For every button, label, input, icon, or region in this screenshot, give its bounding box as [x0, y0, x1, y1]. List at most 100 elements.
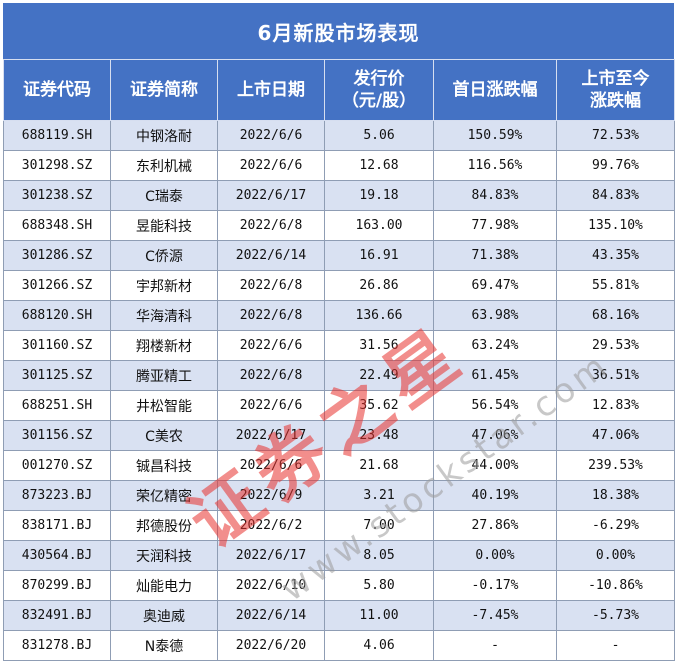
cell-issue-price: 7.00	[324, 510, 434, 541]
cell-first-day-change: 56.54%	[433, 390, 557, 421]
cell-issue-price: 21.68	[324, 450, 434, 481]
cell-name: 宇邦新材	[110, 270, 218, 301]
cell-change-since-listing: 43.35%	[556, 240, 675, 271]
col-header-change-since-listing: 上市至今 涨跌幅	[556, 59, 675, 121]
cell-change-since-listing: 99.76%	[556, 150, 675, 181]
cell-first-day-change: 27.86%	[433, 510, 557, 541]
cell-code: 831278.BJ	[3, 630, 111, 661]
cell-listing-date: 2022/6/20	[217, 630, 325, 661]
cell-listing-date: 2022/6/17	[217, 180, 325, 211]
cell-issue-price: 12.68	[324, 150, 434, 181]
cell-code: 301156.SZ	[3, 420, 111, 451]
col-header-listing-date: 上市日期	[217, 59, 325, 121]
cell-change-since-listing: 12.83%	[556, 390, 675, 421]
cell-issue-price: 35.62	[324, 390, 434, 421]
table-row: 831278.BJ N泰德 2022/6/20 4.06- -	[3, 630, 675, 661]
cell-code: 301160.SZ	[3, 330, 111, 361]
table-row: 873223.BJ 荣亿精密 2022/6/9 3.21 40.19% 18.38%	[3, 480, 675, 511]
cell-first-day-change: -0.17%	[433, 570, 557, 601]
cell-issue-price: 26.86	[324, 270, 434, 301]
cell-issue-price: 5.06	[324, 120, 434, 151]
cell-code: 430564.BJ	[3, 540, 111, 571]
cell-issue-price: 5.80	[324, 570, 434, 601]
cell-issue-price: 11.00	[324, 600, 434, 631]
cell-name: 昱能科技	[110, 210, 218, 241]
ipo-performance-table: 证券代码 证券简称 上市日期 发行价 （元/股） 首日涨跌幅 上市至今 涨跌幅 …	[3, 59, 675, 661]
cell-name: 中钢洛耐	[110, 120, 218, 151]
table-row: 870299.BJ 灿能电力 2022/6/10 5.80 -0.17% -10.86%	[3, 570, 675, 601]
table-row: 832491.BJ 奥迪威 2022/6/14 11.00 -7.45% -5.73%	[3, 600, 675, 631]
cell-change-since-listing: -10.86%	[556, 570, 675, 601]
table-row: 301160.SZ 翔楼新材 2022/6/6 31.56 63.24% 29.53%	[3, 330, 675, 361]
cell-change-since-listing: 0.00%	[556, 540, 675, 571]
cell-issue-price: 19.18	[324, 180, 434, 211]
cell-code: 688119.SH	[3, 120, 111, 151]
cell-code: 832491.BJ	[3, 600, 111, 631]
table-row: 301286.SZ C侨源 2022/6/14 16.91 71.38% 43.35%	[3, 240, 675, 271]
cell-code: 688251.SH	[3, 390, 111, 421]
cell-first-day-change: 47.06%	[433, 420, 557, 451]
cell-listing-date: 2022/6/6	[217, 330, 325, 361]
col-header-code: 证券代码	[3, 59, 111, 121]
cell-listing-date: 2022/6/2	[217, 510, 325, 541]
cell-issue-price: 22.49	[324, 360, 434, 391]
cell-listing-date: 2022/6/6	[217, 150, 325, 181]
cell-listing-date: 2022/6/8	[217, 360, 325, 391]
cell-code: 301125.SZ	[3, 360, 111, 391]
cell-issue-price: 23.48	[324, 420, 434, 451]
cell-first-day-change: -	[433, 630, 557, 661]
table-row: 838171.BJ 邦德股份 2022/6/2 7.00 27.86% -6.29%	[3, 510, 675, 541]
table-title: 6月新股市场表现	[3, 3, 674, 59]
cell-code: 688120.SH	[3, 300, 111, 331]
cell-issue-price: 8.05	[324, 540, 434, 571]
cell-code: 301298.SZ	[3, 150, 111, 181]
cell-name: 奥迪威	[110, 600, 218, 631]
cell-change-since-listing: 84.83%	[556, 180, 675, 211]
cell-name: 天润科技	[110, 540, 218, 571]
cell-listing-date: 2022/6/6	[217, 120, 325, 151]
cell-listing-date: 2022/6/17	[217, 420, 325, 451]
cell-listing-date: 2022/6/8	[217, 270, 325, 301]
table-row: 688251.SH 井松智能 2022/6/6 35.62 56.54% 12.83%	[3, 390, 675, 421]
cell-first-day-change: 150.59%	[433, 120, 557, 151]
table-row: 688348.SH 昱能科技 2022/6/8 163.00 77.98% 135.10%	[3, 210, 675, 241]
cell-issue-price: 4.06	[324, 630, 434, 661]
cell-listing-date: 2022/6/6	[217, 450, 325, 481]
cell-change-since-listing: 239.53%	[556, 450, 675, 481]
cell-name: 华海清科	[110, 300, 218, 331]
cell-listing-date: 2022/6/14	[217, 240, 325, 271]
cell-name: 铖昌科技	[110, 450, 218, 481]
table-row: 301238.SZ C瑞泰 2022/6/17 19.18 84.83% 84.83%	[3, 180, 675, 211]
table-row: 001270.SZ 铖昌科技 2022/6/6 21.68 44.00% 239.53%	[3, 450, 675, 481]
cell-listing-date: 2022/6/14	[217, 600, 325, 631]
cell-first-day-change: 77.98%	[433, 210, 557, 241]
cell-first-day-change: 63.24%	[433, 330, 557, 361]
cell-name: 腾亚精工	[110, 360, 218, 391]
cell-code: 873223.BJ	[3, 480, 111, 511]
cell-name: 翔楼新材	[110, 330, 218, 361]
cell-first-day-change: 71.38%	[433, 240, 557, 271]
table-row: 301298.SZ 东利机械 2022/6/6 12.68 116.56% 99.76%	[3, 150, 675, 181]
cell-name: C侨源	[110, 240, 218, 271]
cell-code: 301266.SZ	[3, 270, 111, 301]
cell-code: 870299.BJ	[3, 570, 111, 601]
cell-first-day-change: 116.56%	[433, 150, 557, 181]
cell-first-day-change: 61.45%	[433, 360, 557, 391]
cell-name: 灿能电力	[110, 570, 218, 601]
cell-issue-price: 31.56	[324, 330, 434, 361]
table-row: 430564.BJ 天润科技 2022/6/17 8.05 0.00% 0.00%	[3, 540, 675, 571]
cell-change-since-listing: -	[556, 630, 675, 661]
cell-change-since-listing: 36.51%	[556, 360, 675, 391]
cell-change-since-listing: 135.10%	[556, 210, 675, 241]
cell-first-day-change: 0.00%	[433, 540, 557, 571]
table-row: 301266.SZ 宇邦新材 2022/6/8 26.86 69.47% 55.81%	[3, 270, 675, 301]
cell-listing-date: 2022/6/10	[217, 570, 325, 601]
cell-code: 688348.SH	[3, 210, 111, 241]
cell-first-day-change: 44.00%	[433, 450, 557, 481]
cell-change-since-listing: 47.06%	[556, 420, 675, 451]
table-row: 301156.SZ C美农 2022/6/17 23.48 47.06% 47.06%	[3, 420, 675, 451]
cell-first-day-change: -7.45%	[433, 600, 557, 631]
cell-change-since-listing: 29.53%	[556, 330, 675, 361]
table-row: 688120.SH 华海清科 2022/6/8 136.66 63.98% 68.16%	[3, 300, 675, 331]
cell-name: 井松智能	[110, 390, 218, 421]
